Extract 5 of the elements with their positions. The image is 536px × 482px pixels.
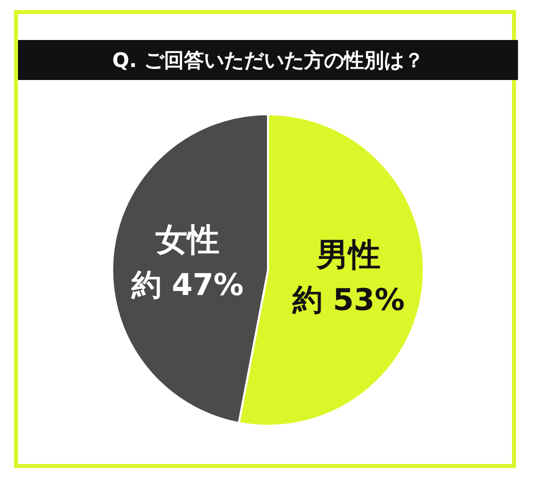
data-label: 約 47% [130, 268, 244, 303]
slice-label: 男性 [316, 236, 381, 274]
slice-label: 女性 [154, 220, 220, 258]
chart-title: Q. ご回答いただいた方の性別は？ [18, 40, 518, 80]
data-label: 約 53% [291, 283, 405, 318]
